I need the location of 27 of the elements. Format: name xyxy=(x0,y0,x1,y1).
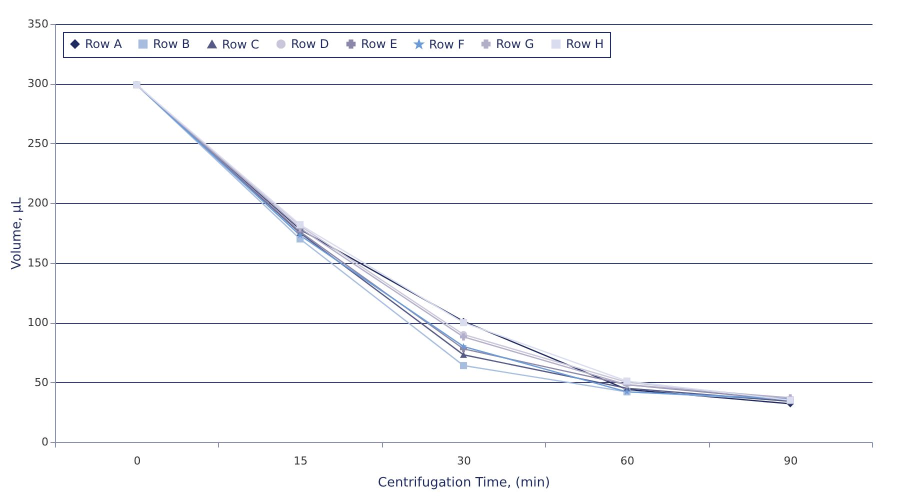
y-tick-label: 100 xyxy=(28,316,48,330)
x-tick-label: 15 xyxy=(294,454,308,468)
y-tick-label: 300 xyxy=(28,77,48,90)
y-tick-label: 200 xyxy=(28,196,48,210)
legend-label: Row B xyxy=(153,37,190,52)
legend-label: Row C xyxy=(222,37,260,52)
x-tick-label: 30 xyxy=(457,454,471,468)
x-tick-label: 0 xyxy=(134,454,141,468)
x-tick-label: 90 xyxy=(784,454,798,468)
point xyxy=(460,362,468,370)
point xyxy=(460,333,468,340)
x-axis-title: Centrifugation Time, (min) xyxy=(378,476,550,490)
x-tick-label: 60 xyxy=(620,454,634,468)
y-tick-label: 50 xyxy=(34,376,48,389)
legend-label: Row H xyxy=(566,37,604,52)
point xyxy=(460,342,467,350)
y-axis-title: Volume, µL xyxy=(10,196,25,270)
legend-label: Row E xyxy=(361,37,398,52)
y-tick-label: 250 xyxy=(28,136,48,150)
y-tick-label: 150 xyxy=(28,256,48,270)
legend-label: Row G xyxy=(496,37,534,52)
legend-label: Row A xyxy=(85,37,123,52)
y-tick-label: 0 xyxy=(42,436,48,448)
legend-label: Row F xyxy=(429,37,465,52)
y-tick-label: 350 xyxy=(28,18,48,30)
point xyxy=(460,352,468,358)
legend-label: Row D xyxy=(291,37,330,52)
